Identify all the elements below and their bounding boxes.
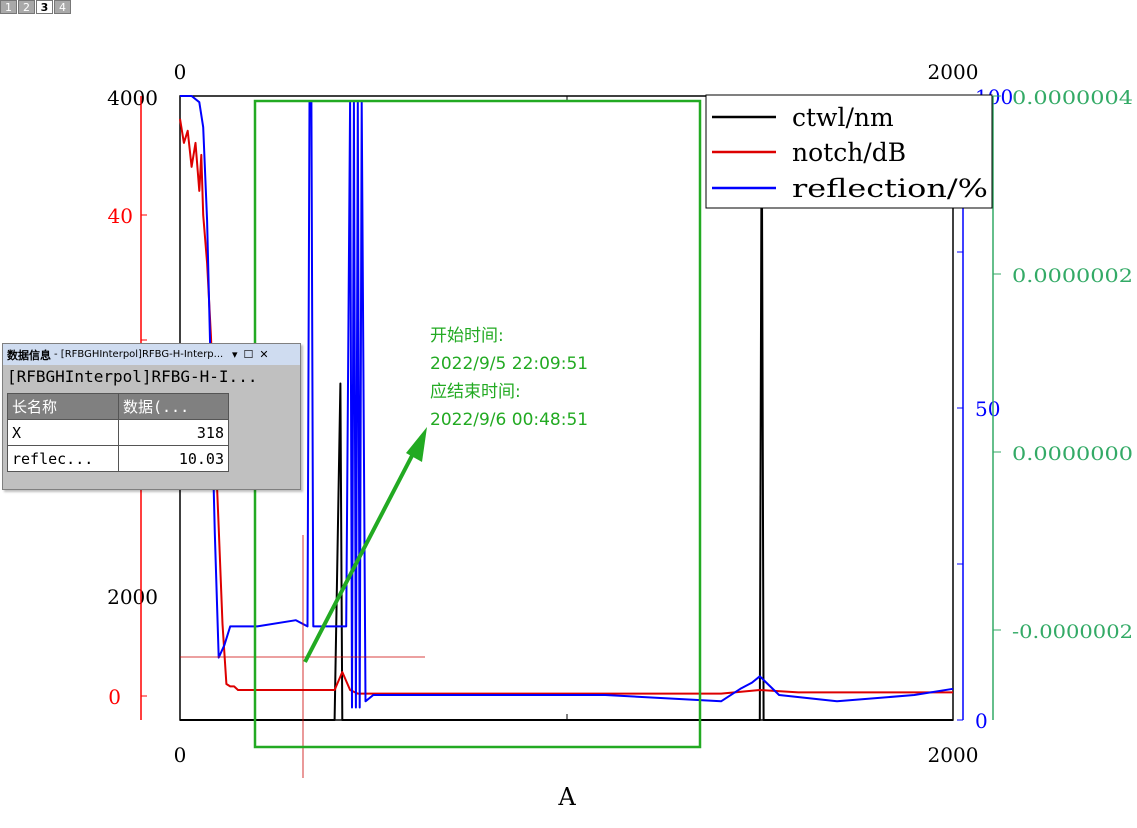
data-info-panel[interactable]: 数据信息 - [RFBGHInterpol]RFBG-H-Interp... ▾… bbox=[2, 343, 301, 490]
red-tick-40: 40 bbox=[108, 204, 133, 228]
legend-label-reflection: reflection/% bbox=[792, 174, 988, 203]
close-icon[interactable]: ✕ bbox=[259, 348, 269, 361]
table-header-row: 长名称 数据(... bbox=[7, 393, 229, 420]
header-data: 数据(... bbox=[118, 393, 229, 420]
legend-label-notch: notch/dB bbox=[792, 138, 906, 167]
table-row[interactable]: X 318 bbox=[7, 419, 229, 446]
x-axis-label: A bbox=[557, 783, 576, 811]
panel-title: 数据信息 bbox=[7, 348, 51, 362]
green-tick-0: 0.0000004 bbox=[1012, 87, 1133, 109]
x-bottom-tick-1: 2000 bbox=[928, 743, 979, 767]
blue-tick-0: 0 bbox=[975, 709, 988, 733]
green-tick-1: 0.0000002 bbox=[1012, 265, 1133, 287]
series-line-ctwl bbox=[180, 95, 953, 721]
legend[interactable]: ctwl/nm notch/dB reflection/% bbox=[705, 94, 993, 209]
header-long-name: 长名称 bbox=[7, 393, 119, 420]
left-black-tick-2000: 2000 bbox=[107, 585, 158, 609]
row-name: reflec... bbox=[7, 445, 119, 472]
panel-title-sub: - [RFBGHInterpol]RFBG-H-Interp... bbox=[54, 349, 224, 360]
legend-label-ctwl: ctwl/nm bbox=[792, 103, 894, 132]
annotation-arrow-shaft bbox=[303, 447, 418, 663]
left-black-tick-4000: 4000 bbox=[107, 86, 158, 110]
restore-icon[interactable]: ☐ bbox=[243, 348, 254, 361]
layer-tab-1[interactable]: 1 bbox=[0, 0, 17, 14]
x-bottom-tick-0: 0 bbox=[174, 743, 187, 767]
annotation-start-time: 2022/9/5 22:09:51 bbox=[430, 354, 589, 374]
layer-tabs: 1 2 3 4 bbox=[0, 0, 71, 14]
x-top-tick-0: 0 bbox=[174, 60, 187, 84]
panel-table: 长名称 数据(... X 318 reflec... 10.03 bbox=[7, 393, 229, 472]
row-name: X bbox=[7, 419, 119, 446]
annotation-text: 开始时间: 2022/9/5 22:09:51 应结束时间: 2022/9/6 … bbox=[430, 322, 588, 434]
blue-tick-50: 50 bbox=[975, 397, 1000, 421]
layer-tab-2[interactable]: 2 bbox=[18, 0, 35, 14]
panel-subtitle: [RFBGHInterpol]RFBG-H-I... bbox=[7, 367, 258, 386]
annotation-end-time: 2022/9/6 00:48:51 bbox=[430, 410, 589, 430]
annotation-start-label: 开始时间: bbox=[430, 326, 504, 346]
annotation-arrow-head bbox=[406, 427, 427, 462]
green-tick-2: 0.0000000 bbox=[1012, 443, 1133, 465]
dropdown-arrow-icon[interactable]: ▾ bbox=[232, 348, 238, 361]
layer-tab-4[interactable]: 4 bbox=[54, 0, 71, 14]
green-tick-3: -0.0000002 bbox=[1012, 621, 1133, 643]
table-row[interactable]: reflec... 10.03 bbox=[7, 445, 229, 472]
series-line-notch bbox=[179, 118, 953, 695]
x-top-tick-1: 2000 bbox=[928, 60, 979, 84]
panel-titlebar[interactable]: 数据信息 - [RFBGHInterpol]RFBG-H-Interp... ▾… bbox=[3, 344, 300, 365]
row-value: 318 bbox=[118, 419, 229, 446]
row-value: 10.03 bbox=[118, 445, 229, 472]
annotation-end-label: 应结束时间: bbox=[430, 382, 521, 402]
layer-tab-3[interactable]: 3 bbox=[36, 0, 53, 14]
red-tick-0: 0 bbox=[108, 685, 121, 709]
